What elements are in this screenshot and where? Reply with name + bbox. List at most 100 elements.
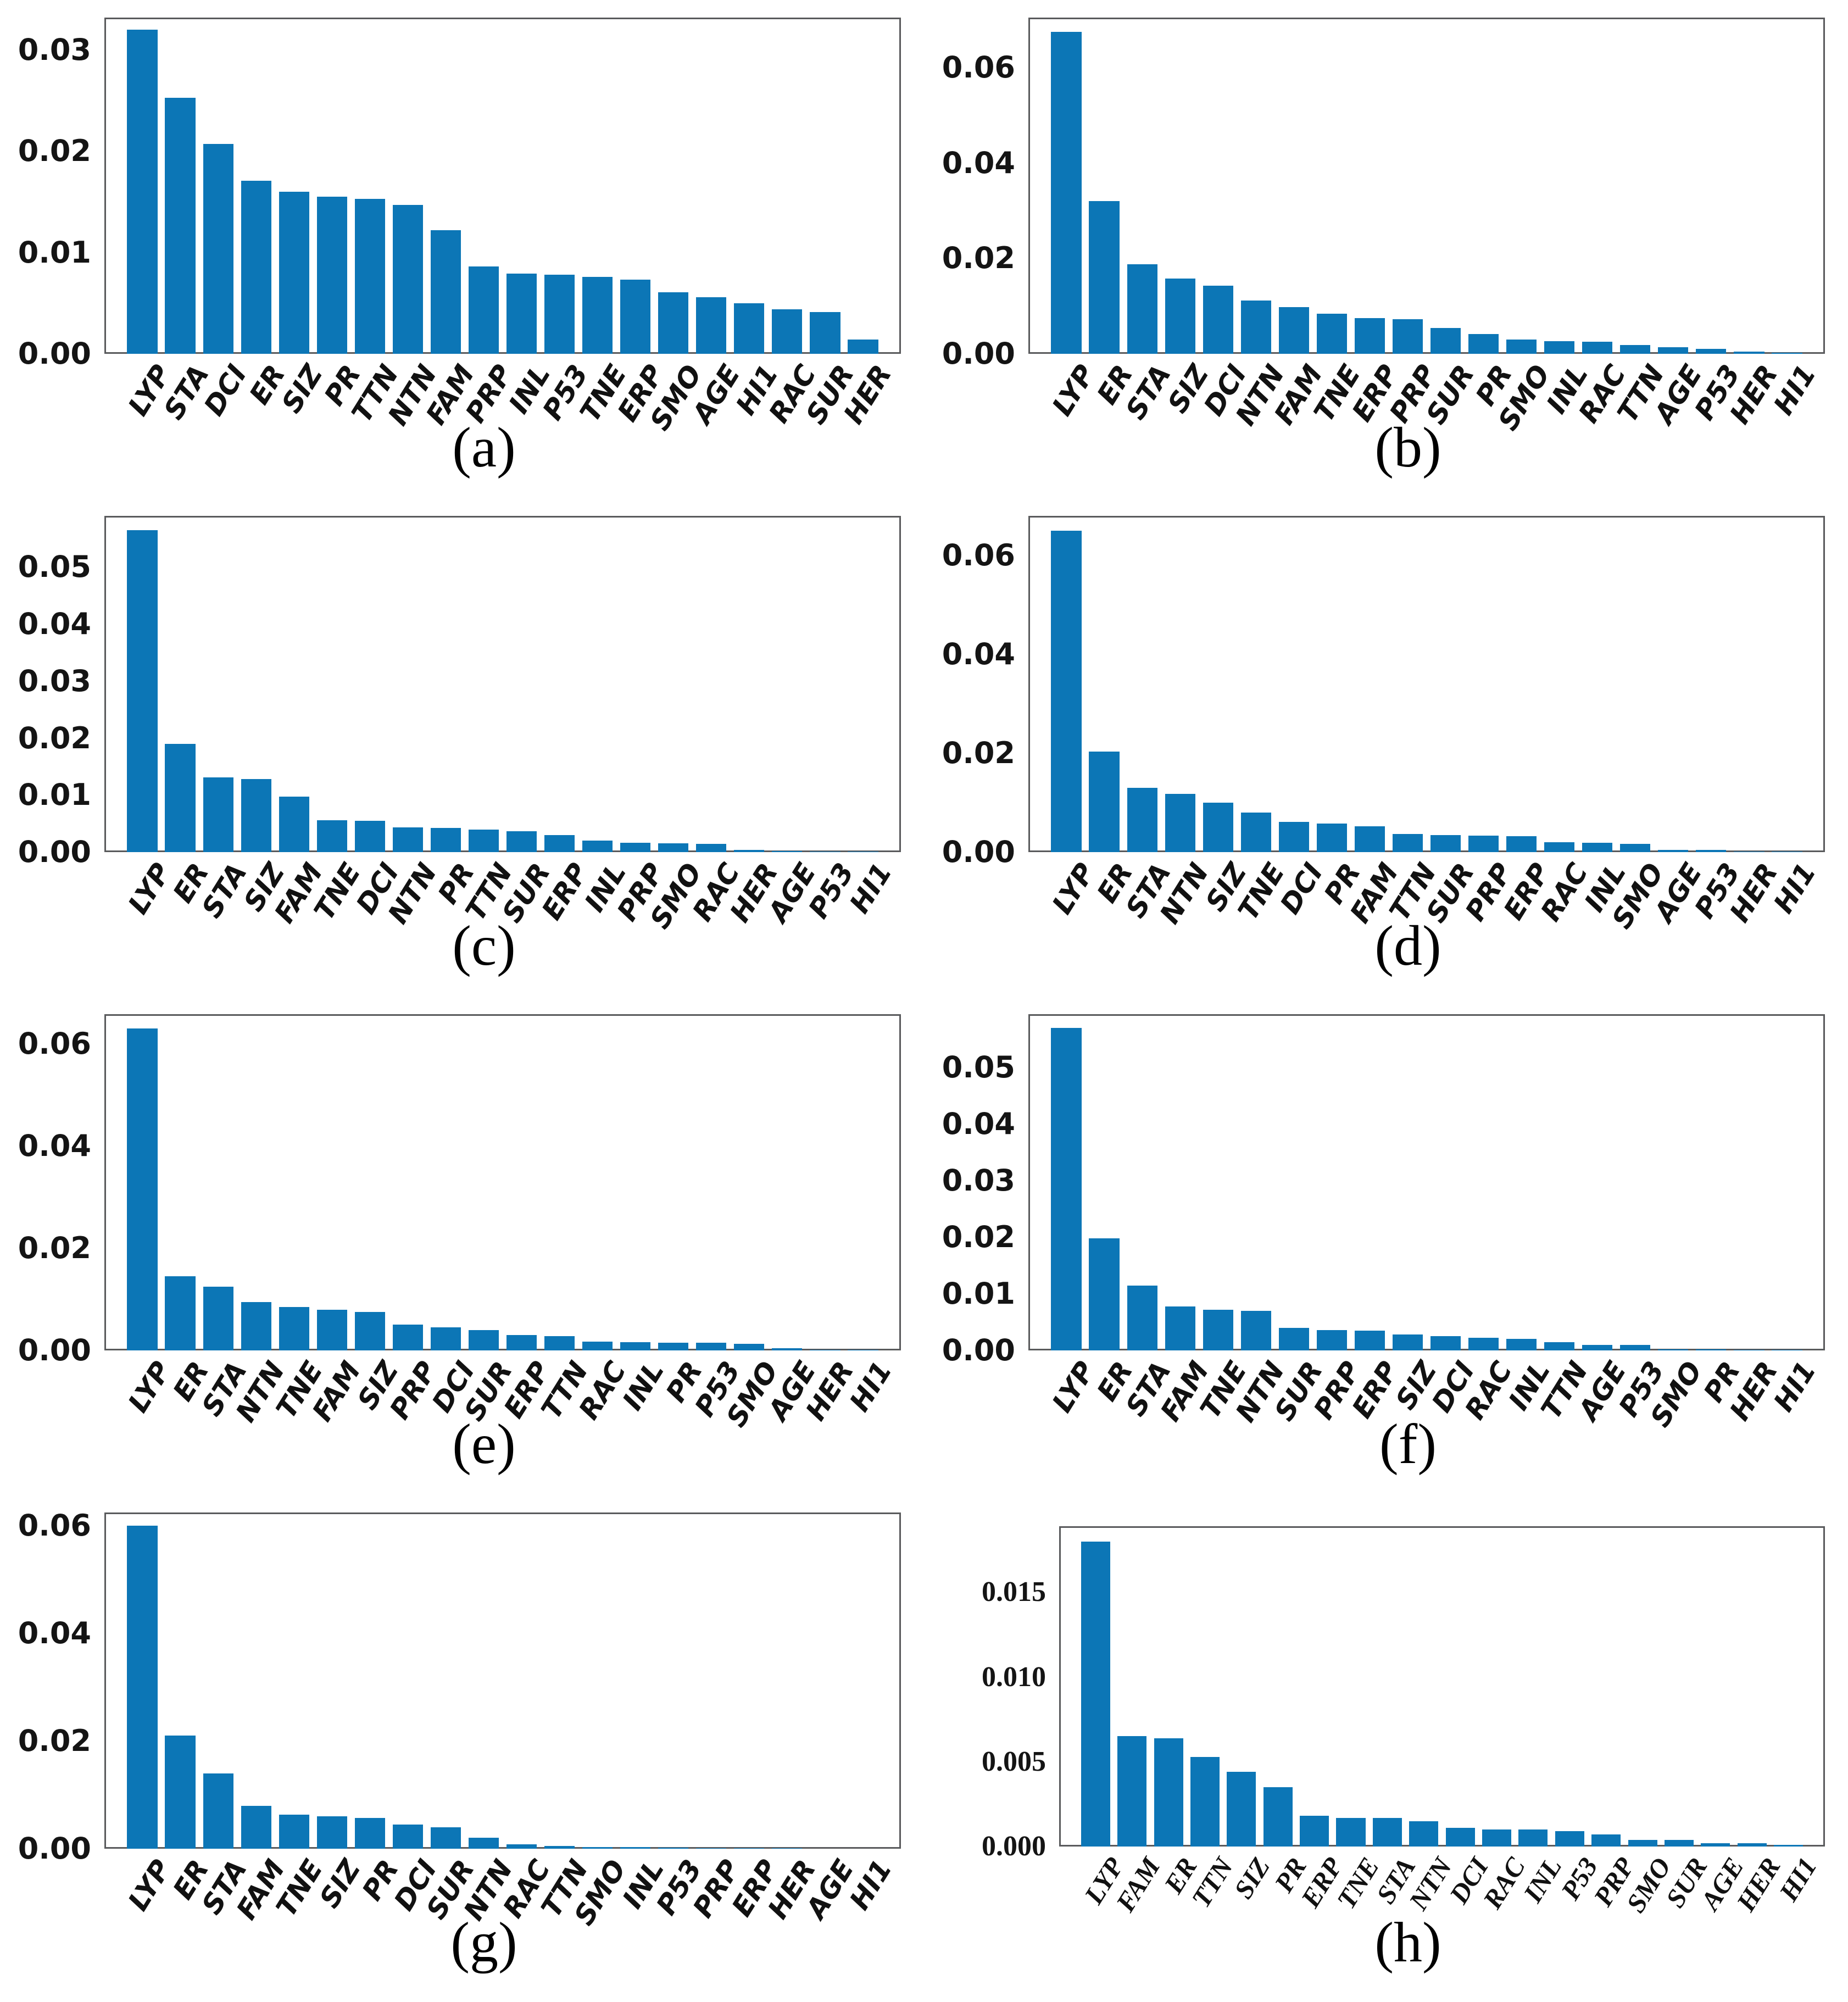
panel-d: (d) 0.00 0.02 0.04 0.06 LYP ER STA NTN SIZ TNE DCI… bbox=[942, 507, 1848, 1005]
bar-her bbox=[734, 850, 765, 852]
bar-ttn bbox=[1392, 834, 1423, 852]
bar-tne bbox=[1203, 1310, 1233, 1350]
plot-area-f bbox=[1028, 1014, 1825, 1350]
bar-age bbox=[1658, 850, 1689, 852]
y-tick-label: 0.04 bbox=[942, 145, 1015, 180]
bar-her bbox=[1734, 352, 1764, 354]
bar-age bbox=[696, 297, 727, 354]
panel-e: (e) 0.00 0.02 0.04 0.06 LYP ER STA NTN TNE FAM SIZ… bbox=[18, 1005, 946, 1504]
bar-ttn bbox=[544, 1336, 575, 1350]
y-tick-label: 0.02 bbox=[18, 1723, 91, 1759]
y-tick-label: 0.04 bbox=[942, 637, 1015, 671]
bar-rac bbox=[1468, 1338, 1499, 1350]
bar-ntn bbox=[392, 205, 423, 354]
bar-siz bbox=[1392, 1334, 1423, 1350]
bar-hi1 bbox=[1774, 1845, 1804, 1847]
bar-erp bbox=[620, 280, 651, 354]
bar-er bbox=[1089, 1238, 1120, 1350]
y-tick-label: 0.06 bbox=[942, 538, 1015, 572]
bar-lyp bbox=[127, 1028, 158, 1350]
bar-p53 bbox=[1555, 1831, 1584, 1847]
y-tick-label: 0.00 bbox=[18, 336, 91, 371]
y-tick-label: 0.05 bbox=[942, 1049, 1015, 1085]
y-tick-label: 0.04 bbox=[942, 1106, 1015, 1141]
y-tick-label: 0.05 bbox=[18, 549, 91, 585]
x-tick-label: TTN bbox=[1185, 1852, 1239, 1913]
panel-b: (b) 0.00 0.02 0.04 0.06 LYP ER STA SIZ DCI NTN FAM… bbox=[942, 9, 1848, 507]
bar-inl bbox=[620, 1342, 651, 1350]
bar-dci bbox=[1445, 1828, 1475, 1847]
plot-area-h bbox=[1059, 1526, 1825, 1847]
bar-dci bbox=[1430, 1336, 1461, 1350]
bar-sur bbox=[1430, 835, 1461, 852]
x-tick-label: RAC bbox=[1477, 1852, 1531, 1914]
bar-p53 bbox=[658, 1848, 689, 1849]
bar-sur bbox=[506, 831, 537, 852]
bar-inl bbox=[582, 841, 613, 852]
y-tick-label: 0.015 bbox=[982, 1576, 1046, 1608]
bar-siz bbox=[354, 1312, 385, 1350]
plot-area-b bbox=[1028, 18, 1825, 354]
bar-siz bbox=[1203, 803, 1233, 852]
y-tick-label: 0.00 bbox=[942, 336, 1015, 371]
bar-inl bbox=[506, 274, 537, 354]
x-tick-label: SIZ bbox=[313, 1854, 368, 1914]
bar-lyp bbox=[1051, 1028, 1082, 1350]
y-tick-label: 0.010 bbox=[982, 1661, 1046, 1693]
bar-pr bbox=[1316, 824, 1347, 852]
y-tick-label: 0.00 bbox=[942, 1333, 1015, 1367]
bar-p53 bbox=[1620, 1345, 1651, 1350]
y-tick-label: 0.01 bbox=[18, 777, 91, 813]
panel-g: (g) 0.00 0.02 0.04 0.06 LYP ER STA FAM TNE SIZ PR D… bbox=[18, 1504, 946, 2002]
bar-prp bbox=[696, 1848, 727, 1849]
bar-inl bbox=[1518, 1829, 1548, 1847]
y-tick-label: 0.00 bbox=[942, 835, 1015, 869]
bar-p53 bbox=[1696, 850, 1727, 852]
bar-lyp bbox=[127, 530, 158, 852]
bar-p53 bbox=[696, 1343, 727, 1350]
bar-age bbox=[1582, 1345, 1613, 1350]
bar-sta bbox=[203, 1773, 233, 1849]
bar-dci bbox=[1203, 286, 1233, 354]
bar-fam bbox=[316, 1310, 347, 1350]
x-tick-label: HI1 bbox=[1767, 359, 1822, 421]
panel-a: (a) 0.00 0.01 0.02 0.03 LYP STA DCI ER SIZ PR TTN N… bbox=[18, 9, 946, 507]
x-tick-label: HI1 bbox=[1773, 1852, 1823, 1906]
y-tick-label: 0.06 bbox=[942, 50, 1015, 85]
bar-ttn bbox=[354, 199, 385, 354]
bar-pr bbox=[1696, 1349, 1727, 1350]
bar-ntn bbox=[1165, 794, 1195, 852]
bar-sta bbox=[203, 777, 233, 852]
bar-fam bbox=[1354, 826, 1385, 852]
panel-letter-a: (a) bbox=[452, 416, 516, 479]
bar-sur bbox=[810, 312, 840, 354]
bar-sta bbox=[165, 98, 196, 354]
bar-sta bbox=[1372, 1818, 1402, 1847]
y-tick-label: 0.06 bbox=[18, 1026, 91, 1061]
bar-hi1 bbox=[734, 303, 765, 354]
bar-tne bbox=[316, 820, 347, 852]
bar-her bbox=[848, 340, 878, 354]
y-tick-label: 0.01 bbox=[18, 235, 91, 270]
bar-prp bbox=[1316, 1330, 1347, 1350]
y-tick-label: 0.02 bbox=[942, 1219, 1015, 1254]
bar-siz bbox=[316, 1816, 347, 1849]
bar-age bbox=[1658, 347, 1689, 354]
bar-er bbox=[1089, 201, 1120, 354]
y-tick-label: 0.03 bbox=[18, 32, 91, 67]
bar-er bbox=[165, 1736, 196, 1849]
bar-sur bbox=[1664, 1840, 1694, 1847]
bar-ttn bbox=[544, 1846, 575, 1849]
bar-smo bbox=[1620, 844, 1651, 852]
x-tick-label: HI1 bbox=[843, 1854, 898, 1916]
plot-area-c bbox=[104, 516, 901, 852]
bar-lyp bbox=[1081, 1542, 1110, 1847]
bar-pr bbox=[354, 1818, 385, 1849]
bar-sur bbox=[430, 1827, 461, 1849]
bar-tne bbox=[279, 1815, 309, 1849]
bar-sta bbox=[1127, 264, 1157, 354]
bar-dci bbox=[203, 144, 233, 354]
bar-pr bbox=[1468, 334, 1499, 354]
bar-prp bbox=[468, 266, 499, 354]
